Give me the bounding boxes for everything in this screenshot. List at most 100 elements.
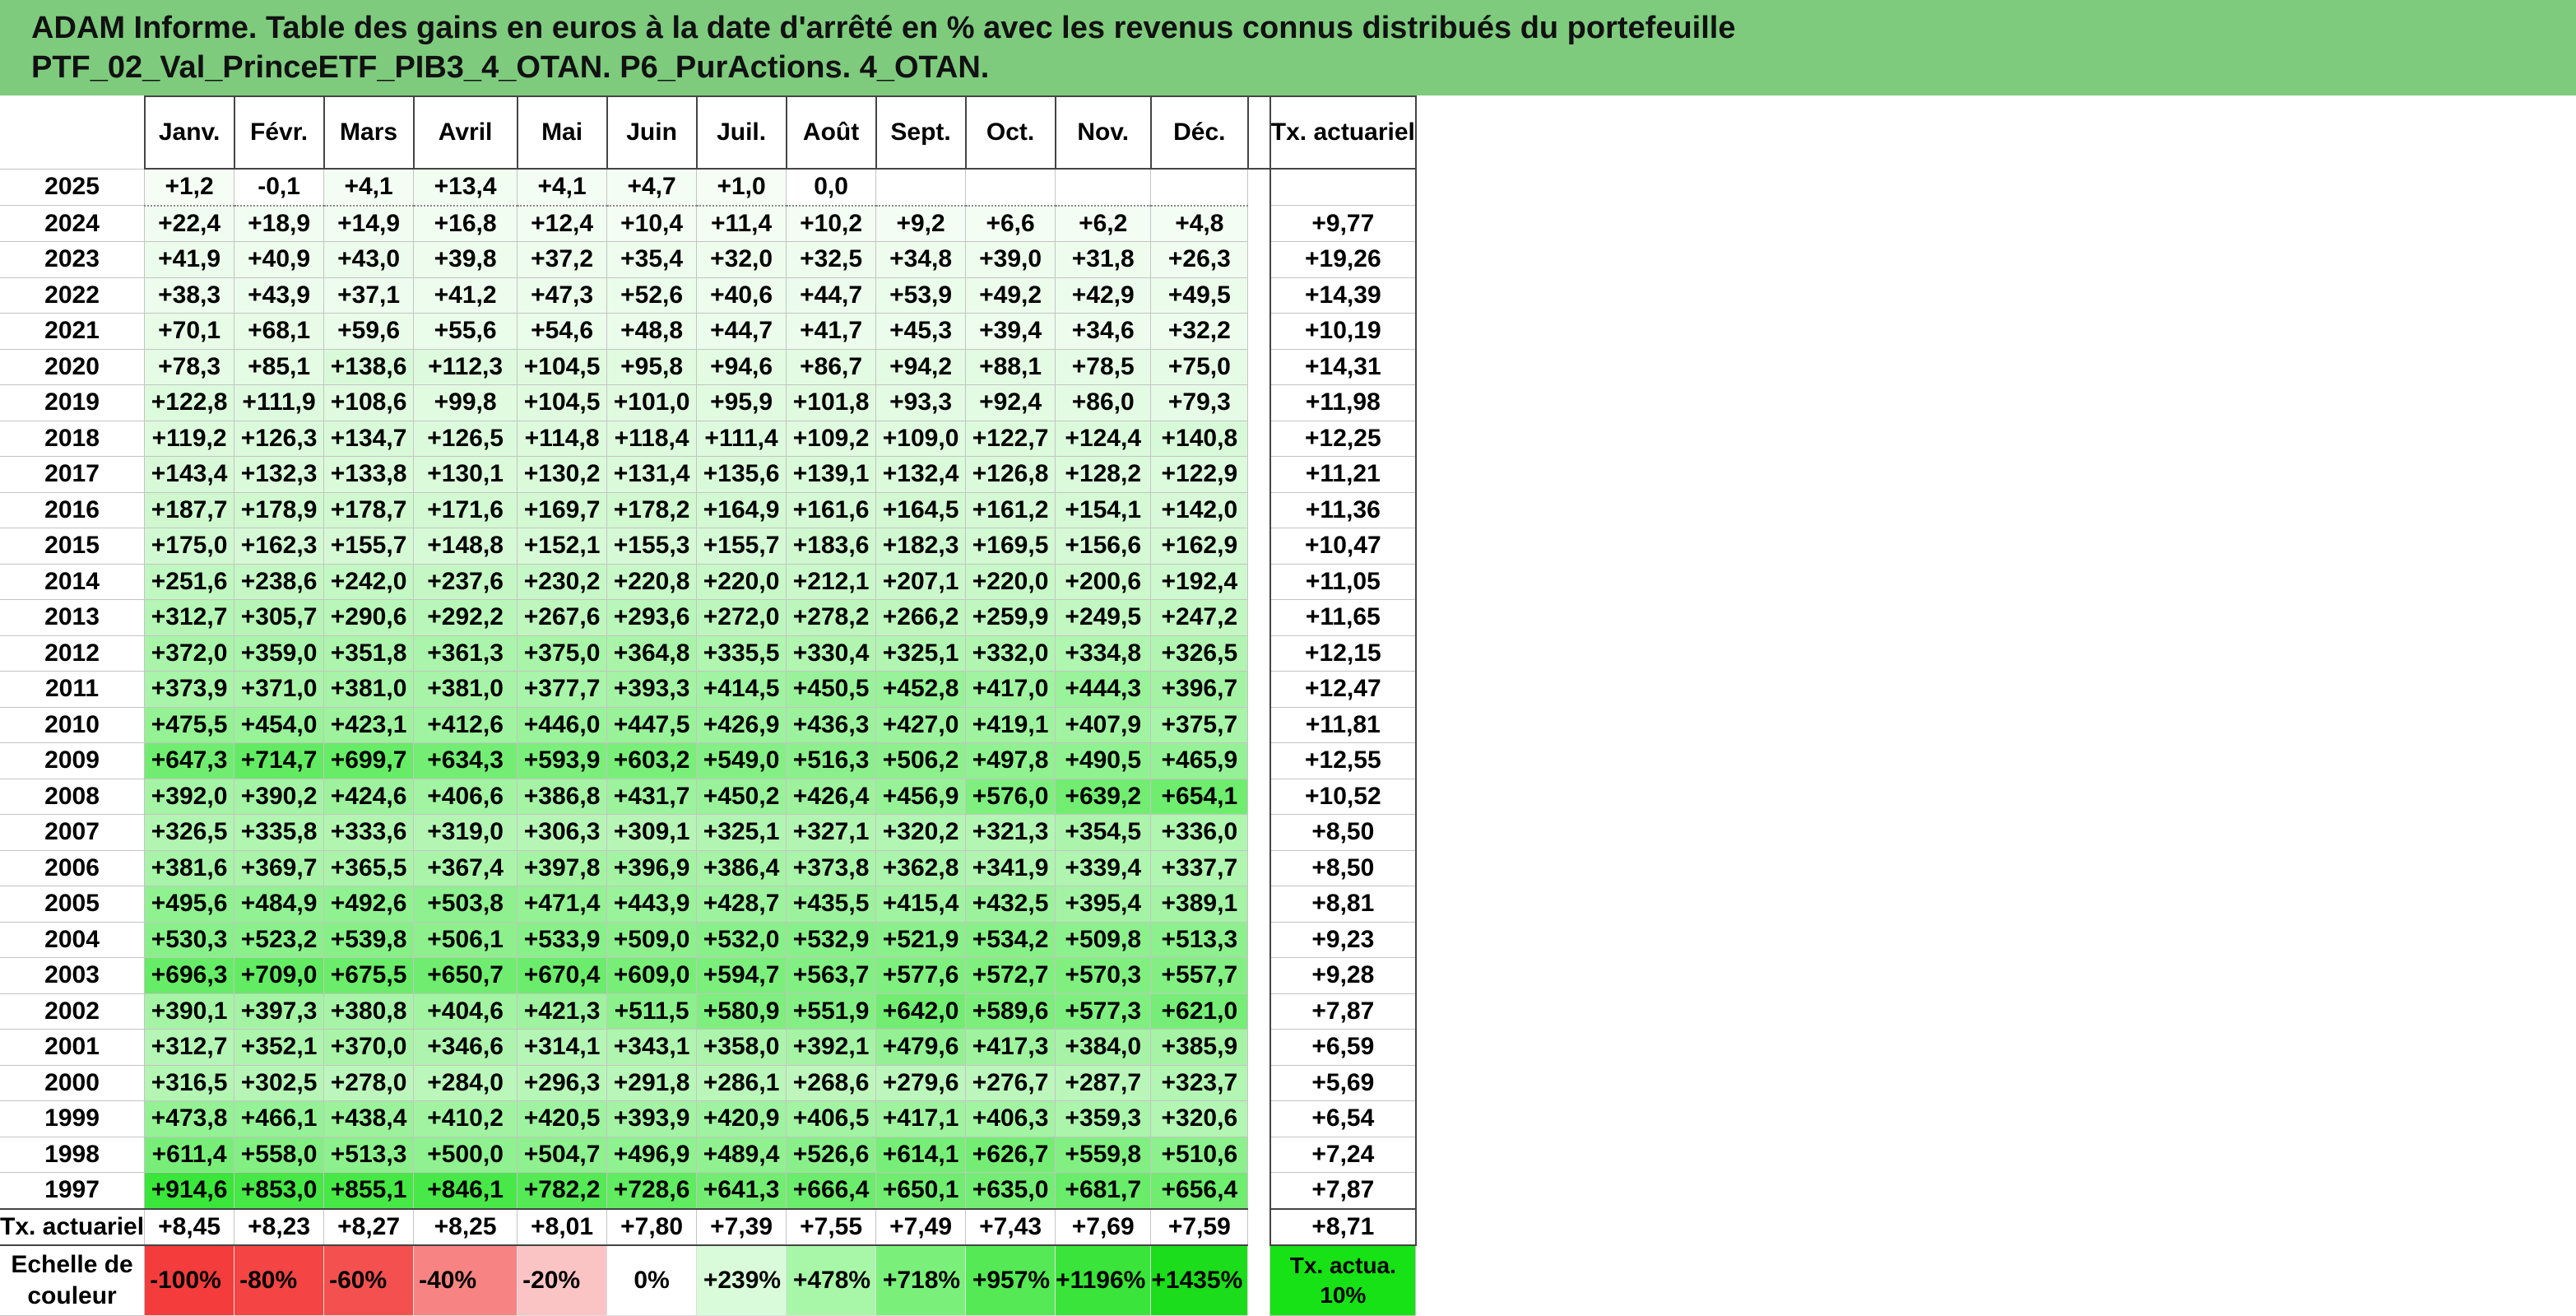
gain-cell: +6,2 [1055,205,1152,242]
gain-cell: +603,2 [606,742,698,779]
gain-cell: +14,9 [323,205,415,242]
gain-cell: +32,0 [696,241,787,278]
gain-cell: +325,1 [696,814,787,851]
gain-cell: +506,1 [413,921,518,958]
color-scale-cell: -80% [234,1244,325,1316]
gain-cell: +509,8 [1055,921,1152,958]
gain-cell: +384,0 [1055,1029,1152,1066]
gain-cell: +614,1 [875,1136,967,1173]
gain-cell: +122,8 [144,384,235,421]
color-scale-row: Echelle de couleur -100% -80% -60% -40% -20% 0… [0,1244,1417,1316]
annual-tx-cell: +8,01 [517,1207,608,1246]
table-row: 2006 +381,6 +369,7 +365,5 +367,4 +397,8 +396,9… [0,849,1417,886]
gain-cell: +237,6 [413,563,518,600]
gain-cell: +43,9 [234,277,325,314]
gain-cell [875,168,967,207]
gain-cell: +364,8 [606,635,698,672]
column-gap [1247,1172,1270,1209]
year-label: 2025 [0,168,146,206]
gain-cell: +406,3 [965,1100,1056,1137]
column-gap [1247,492,1270,528]
gain-cell: +302,5 [234,1064,325,1101]
column-gap [1247,850,1270,886]
annual-tx-label: Tx. actuariel [0,1207,146,1246]
gain-cell: +292,2 [413,599,518,636]
column-gap [1247,814,1270,850]
annual-tx-cell: +7,55 [786,1207,877,1246]
gain-cell: +497,8 [965,742,1056,779]
gain-cell: +1,2 [144,168,235,207]
gain-cell [1055,168,1152,207]
gain-cell: +49,2 [965,277,1056,314]
gain-cell: +447,5 [606,706,698,743]
gain-cell: +320,2 [875,814,967,851]
table-row: 1997 +914,6 +853,0 +855,1 +846,1 +782,2 +728,6… [0,1172,1417,1209]
column-gap [1247,707,1270,743]
gain-cell: +714,7 [234,742,325,779]
gain-cell: +609,0 [606,957,698,994]
gain-cell: +111,4 [696,420,787,457]
gain-cell: +385,9 [1150,1029,1249,1066]
color-scale-cell: -20% [517,1244,608,1316]
gain-cell: +86,7 [786,348,877,385]
gain-cell: +78,3 [144,348,235,385]
gain-cell: +443,9 [606,886,698,923]
gain-cell: +85,1 [234,348,325,385]
gain-cell: +200,6 [1055,563,1152,600]
table-row: 2011 +373,9 +371,0 +381,0 +381,0 +377,7 +393,3… [0,671,1417,708]
header-row: Janv. Févr. Mars Avril Mai Juin Juil. Août Sept.… [0,95,1417,170]
year-label: 2007 [0,814,146,851]
gain-cell: +11,4 [696,205,787,242]
gain-cell: +404,6 [413,993,518,1030]
gain-cell: +444,3 [1055,671,1152,708]
gains-table: Janv. Févr. Mars Avril Mai Juin Juil. Août Sept.… [0,95,1417,1316]
gain-cell: +337,7 [1150,849,1249,886]
gain-cell: +526,6 [786,1136,877,1173]
year-label: 2001 [0,1029,146,1066]
row-tx-actuariel: +9,23 [1269,921,1417,958]
annual-tx-row: Tx. actuariel +8,45 +8,23 +8,27 +8,25 +8,01 +7… [0,1207,1417,1246]
title-line-2: PTF_02_Val_PrinceETF_PIB3_4_OTAN. P6_Pur… [31,50,990,85]
gain-cell: +267,6 [517,599,608,636]
gain-cell: +187,7 [144,491,235,528]
gain-cell: +1,0 [696,168,787,207]
gain-cell: +94,6 [696,348,787,385]
gain-cell: +699,7 [323,742,415,779]
gain-cell: +336,0 [1150,814,1249,851]
row-tx-actuariel: +11,21 [1269,456,1417,493]
gain-cell: +79,3 [1150,384,1249,421]
gain-cell: +326,5 [1150,635,1249,672]
gain-cell: +532,0 [696,921,787,958]
gain-cell: +335,5 [696,635,787,672]
gain-cell: +130,2 [517,456,608,493]
gain-cell: +10,2 [786,205,877,242]
gain-cell: +279,6 [875,1064,967,1101]
year-label: 2006 [0,849,146,886]
gain-cell: +456,9 [875,778,967,815]
gain-cell: +99,8 [413,384,518,421]
gain-cell: +114,8 [517,420,608,457]
gain-cell: +34,6 [1055,313,1152,350]
gain-cell: +395,4 [1055,886,1152,923]
gain-cell: +532,9 [786,921,877,958]
color-scale-cell: +957% [965,1244,1056,1316]
gain-cell: +426,4 [786,778,877,815]
gain-cell: +220,0 [965,563,1056,600]
gain-cell: +641,3 [696,1172,787,1209]
gain-cell: +41,9 [144,241,235,278]
gain-cell: +305,7 [234,599,325,636]
column-gap [1247,241,1270,277]
year-label: 2005 [0,886,146,923]
gain-cell: +373,9 [144,671,235,708]
color-scale-cell: -40% [413,1244,518,1316]
gain-cell: +88,1 [965,348,1056,385]
table-row: 2000 +316,5 +302,5 +278,0 +284,0 +296,3 +291,8… [0,1064,1417,1101]
table-row: 2024 +22,4 +18,9 +14,9 +16,8 +12,4 +10,4 +11,4 +… [0,205,1417,242]
column-gap [1247,779,1270,815]
gain-cell: +380,8 [323,993,415,1030]
gain-cell: +621,0 [1150,993,1249,1030]
row-tx-actuariel: +12,55 [1269,742,1417,779]
gain-cell: +52,6 [606,277,698,314]
year-label: 2024 [0,205,146,242]
table-row: 2022 +38,3 +43,9 +37,1 +41,2 +47,3 +52,6 +40,6 +… [0,277,1417,314]
